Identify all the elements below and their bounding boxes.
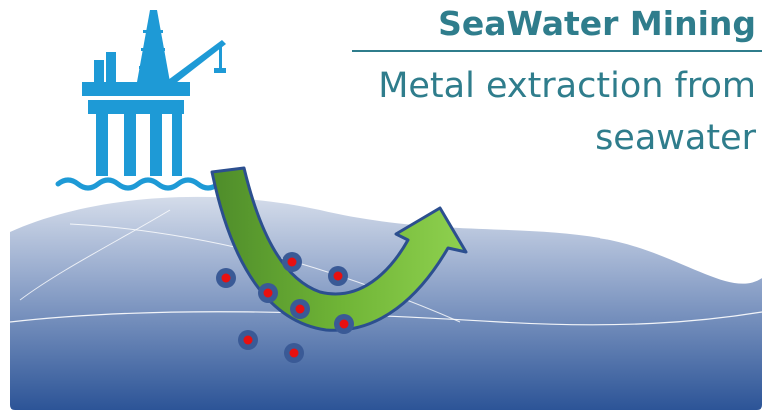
wave-line xyxy=(9,311,763,326)
oil-rig-icon xyxy=(30,4,246,196)
metal-particle-icon xyxy=(334,314,354,334)
metal-particle-icon xyxy=(216,268,236,288)
title-underline xyxy=(352,50,762,52)
page-title: SeaWater Mining xyxy=(438,4,756,43)
metal-particle-icon xyxy=(290,299,310,319)
metal-particle-icon xyxy=(238,330,258,350)
metal-particle-icon xyxy=(328,266,348,286)
wave-line xyxy=(19,209,171,301)
metal-particle-icon xyxy=(258,283,278,303)
metal-particle-icon xyxy=(284,343,304,363)
metal-particle-icon xyxy=(282,252,302,272)
page-subtitle: Metal extraction from seawater xyxy=(378,66,756,158)
particles-group xyxy=(216,252,354,363)
wave-line xyxy=(599,237,763,279)
